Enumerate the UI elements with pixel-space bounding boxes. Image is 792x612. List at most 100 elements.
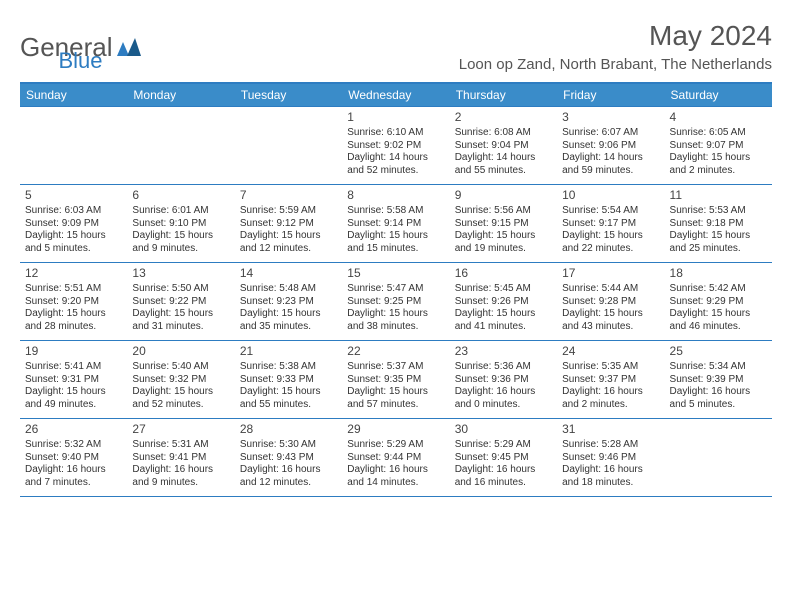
calendar-cell: 24Sunrise: 5:35 AMSunset: 9:37 PMDayligh… <box>557 341 664 419</box>
day-number: 14 <box>240 266 337 281</box>
day-number: 10 <box>562 188 659 203</box>
calendar-cell: 8Sunrise: 5:58 AMSunset: 9:14 PMDaylight… <box>342 185 449 263</box>
calendar-cell: 9Sunrise: 5:56 AMSunset: 9:15 PMDaylight… <box>450 185 557 263</box>
sunrise-text: Sunrise: 5:29 AM <box>347 439 444 452</box>
day-number: 4 <box>670 110 767 125</box>
sunset-text: Sunset: 9:10 PM <box>132 218 229 231</box>
day-number: 15 <box>347 266 444 281</box>
day-number: 19 <box>25 344 122 359</box>
sunrise-text: Sunrise: 5:28 AM <box>562 439 659 452</box>
calendar-cell <box>127 107 234 185</box>
daylight-text: Daylight: 15 hours and 55 minutes. <box>240 386 337 411</box>
daylight-text: Daylight: 15 hours and 52 minutes. <box>132 386 229 411</box>
calendar-cell: 31Sunrise: 5:28 AMSunset: 9:46 PMDayligh… <box>557 419 664 497</box>
sunrise-text: Sunrise: 5:59 AM <box>240 205 337 218</box>
daylight-text: Daylight: 15 hours and 19 minutes. <box>455 230 552 255</box>
sunset-text: Sunset: 9:35 PM <box>347 374 444 387</box>
daylight-text: Daylight: 16 hours and 16 minutes. <box>455 464 552 489</box>
logo-text-2: Blue <box>59 48 103 74</box>
calendar-cell: 25Sunrise: 5:34 AMSunset: 9:39 PMDayligh… <box>665 341 772 419</box>
daylight-text: Daylight: 15 hours and 41 minutes. <box>455 308 552 333</box>
weekday-header: Sunday <box>20 83 127 107</box>
calendar-row: 26Sunrise: 5:32 AMSunset: 9:40 PMDayligh… <box>20 419 772 497</box>
daylight-text: Daylight: 16 hours and 7 minutes. <box>25 464 122 489</box>
calendar-cell: 21 Sunrise: 5:38 AMSunset: 9:33 PMDayligh… <box>235 341 342 419</box>
weekday-header: Monday <box>127 83 234 107</box>
sunrise-text: Sunrise: 5:29 AM <box>455 439 552 452</box>
day-number: 24 <box>562 344 659 359</box>
daylight-text: Daylight: 15 hours and 12 minutes. <box>240 230 337 255</box>
sunset-text: Sunset: 9:17 PM <box>562 218 659 231</box>
calendar-table: SundayMondayTuesdayWednesdayThursdayFrid… <box>20 82 772 497</box>
sunrise-text: Sunrise: 5:47 AM <box>347 283 444 296</box>
sunset-text: Sunset: 9:15 PM <box>455 218 552 231</box>
day-number: 30 <box>455 422 552 437</box>
daylight-text: Daylight: 15 hours and 43 minutes. <box>562 308 659 333</box>
sunrise-text: Sunrise: 5:45 AM <box>455 283 552 296</box>
day-number: 8 <box>347 188 444 203</box>
daylight-text: Daylight: 15 hours and 46 minutes. <box>670 308 767 333</box>
daylight-text: Daylight: 15 hours and 57 minutes. <box>347 386 444 411</box>
weekday-header: Wednesday <box>342 83 449 107</box>
calendar-row: 12Sunrise: 5:51 AMSunset: 9:20 PMDayligh… <box>20 263 772 341</box>
daylight-text: Daylight: 15 hours and 22 minutes. <box>562 230 659 255</box>
calendar-cell: 4 Sunrise: 6:05 AMSunset: 9:07 PMDaylight… <box>665 107 772 185</box>
calendar-row: 19Sunrise: 5:41 AMSunset: 9:31 PMDayligh… <box>20 341 772 419</box>
sunset-text: Sunset: 9:12 PM <box>240 218 337 231</box>
calendar-cell: 12Sunrise: 5:51 AMSunset: 9:20 PMDayligh… <box>20 263 127 341</box>
sunrise-text: Sunrise: 5:37 AM <box>347 361 444 374</box>
calendar-cell: 5Sunrise: 6:03 AMSunset: 9:09 PMDaylight… <box>20 185 127 263</box>
daylight-text: Daylight: 15 hours and 35 minutes. <box>240 308 337 333</box>
day-number: 3 <box>562 110 659 125</box>
calendar-cell: 14Sunrise: 5:48 AMSunset: 9:23 PMDayligh… <box>235 263 342 341</box>
sunrise-text: Sunrise: 5:58 AM <box>347 205 444 218</box>
day-number: 6 <box>132 188 229 203</box>
calendar-cell: 17Sunrise: 5:44 AMSunset: 9:28 PMDayligh… <box>557 263 664 341</box>
daylight-text: Daylight: 15 hours and 2 minutes. <box>670 152 767 177</box>
calendar-cell: 3Sunrise: 6:07 AMSunset: 9:06 PMDaylight… <box>557 107 664 185</box>
day-number: 29 <box>347 422 444 437</box>
sunrise-text: Sunrise: 5:34 AM <box>670 361 767 374</box>
sunrise-text: Sunrise: 6:01 AM <box>132 205 229 218</box>
day-number: 26 <box>25 422 122 437</box>
day-number: 21 <box>240 344 337 359</box>
sunrise-text: Sunrise: 6:07 AM <box>562 127 659 140</box>
sunrise-text: Sunrise: 5:38 AM <box>240 361 337 374</box>
calendar-row: 1Sunrise: 6:10 AMSunset: 9:02 PMDaylight… <box>20 107 772 185</box>
sunset-text: Sunset: 9:39 PM <box>670 374 767 387</box>
title-group: May 2024 Loon op Zand, North Brabant, Th… <box>459 20 772 73</box>
sunset-text: Sunset: 9:18 PM <box>670 218 767 231</box>
sunrise-text: Sunrise: 5:40 AM <box>132 361 229 374</box>
day-number: 9 <box>455 188 552 203</box>
sunset-text: Sunset: 9:26 PM <box>455 296 552 309</box>
sunrise-text: Sunrise: 5:31 AM <box>132 439 229 452</box>
daylight-text: Daylight: 15 hours and 28 minutes. <box>25 308 122 333</box>
day-number: 16 <box>455 266 552 281</box>
weekday-header: Tuesday <box>235 83 342 107</box>
sunrise-text: Sunrise: 6:03 AM <box>25 205 122 218</box>
sunset-text: Sunset: 9:33 PM <box>240 374 337 387</box>
day-number: 7 <box>240 188 337 203</box>
calendar-cell: 20Sunrise: 5:40 AMSunset: 9:32 PMDayligh… <box>127 341 234 419</box>
sunset-text: Sunset: 9:22 PM <box>132 296 229 309</box>
sunrise-text: Sunrise: 6:05 AM <box>670 127 767 140</box>
day-number: 20 <box>132 344 229 359</box>
sunrise-text: Sunrise: 5:48 AM <box>240 283 337 296</box>
day-number: 31 <box>562 422 659 437</box>
sunset-text: Sunset: 9:07 PM <box>670 140 767 153</box>
sunset-text: Sunset: 9:37 PM <box>562 374 659 387</box>
sunset-text: Sunset: 9:31 PM <box>25 374 122 387</box>
sunset-text: Sunset: 9:20 PM <box>25 296 122 309</box>
day-number: 25 <box>670 344 767 359</box>
flag-icon <box>117 38 141 56</box>
calendar-cell: 7 Sunrise: 5:59 AMSunset: 9:12 PMDaylight… <box>235 185 342 263</box>
calendar-cell: 30Sunrise: 5:29 AMSunset: 9:45 PMDayligh… <box>450 419 557 497</box>
sunset-text: Sunset: 9:09 PM <box>25 218 122 231</box>
calendar-cell: 11Sunrise: 5:53 AMSunset: 9:18 PMDayligh… <box>665 185 772 263</box>
weekday-header-row: SundayMondayTuesdayWednesdayThursdayFrid… <box>20 83 772 107</box>
calendar-row: 5Sunrise: 6:03 AMSunset: 9:09 PMDaylight… <box>20 185 772 263</box>
day-number: 22 <box>347 344 444 359</box>
calendar-cell: 26Sunrise: 5:32 AMSunset: 9:40 PMDayligh… <box>20 419 127 497</box>
sunset-text: Sunset: 9:36 PM <box>455 374 552 387</box>
sunrise-text: Sunrise: 5:51 AM <box>25 283 122 296</box>
